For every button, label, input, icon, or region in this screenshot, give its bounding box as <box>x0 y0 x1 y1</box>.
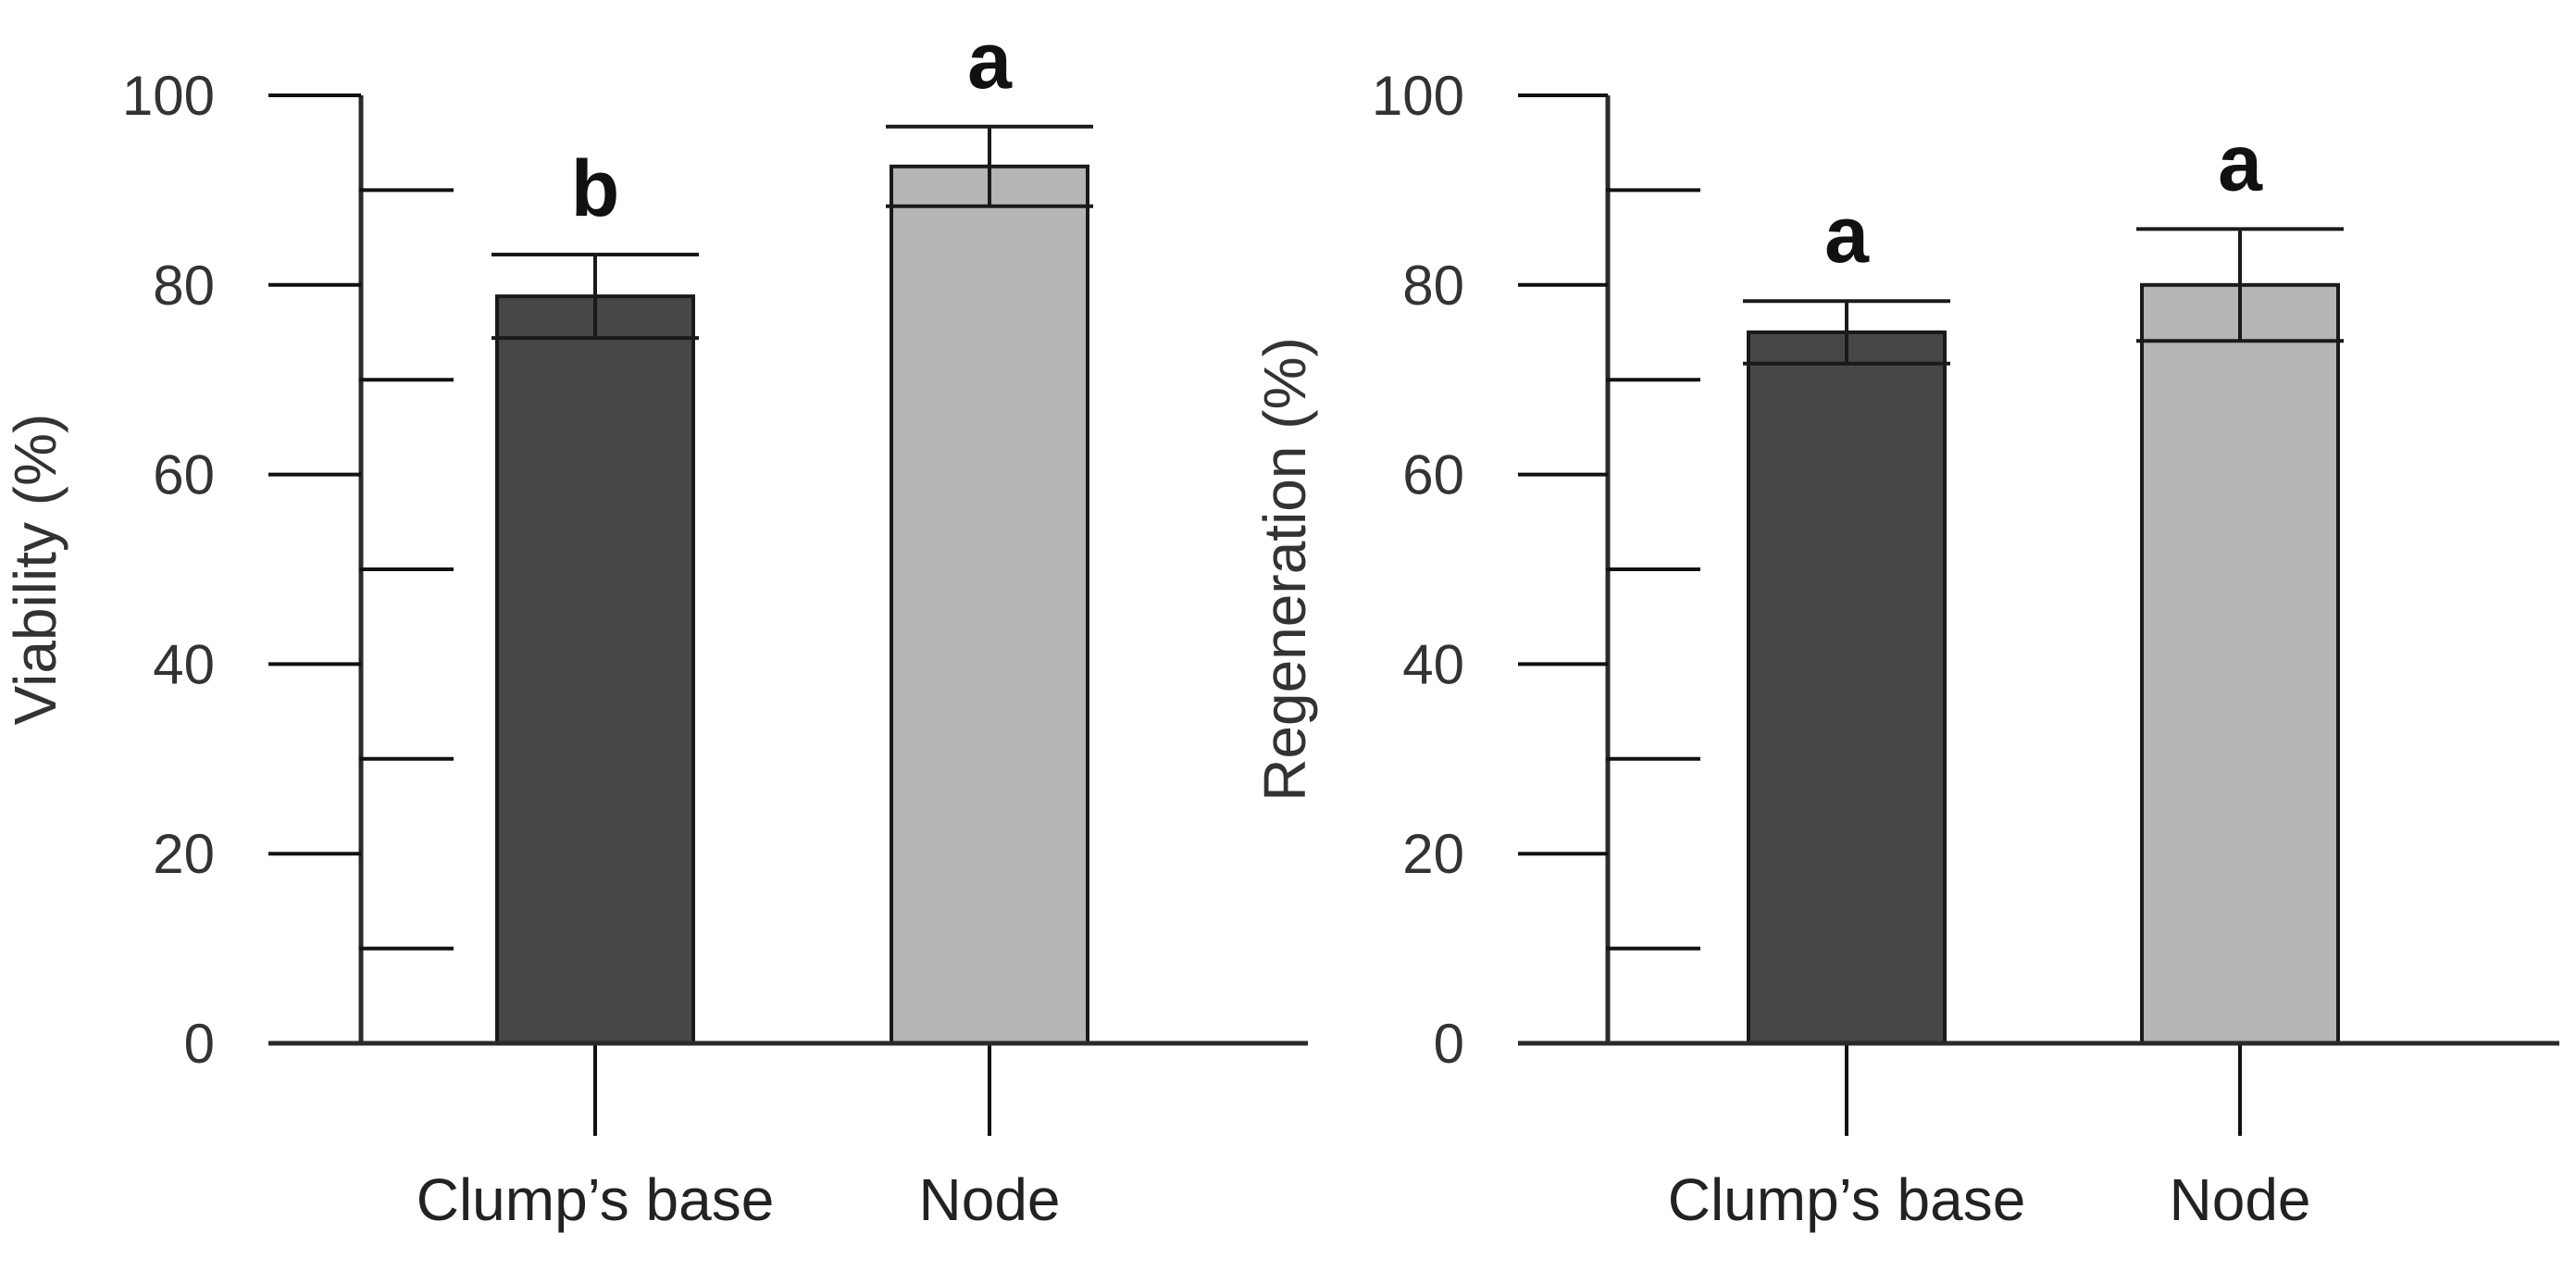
y-axis-title: Regeneration (%) <box>1251 337 1318 802</box>
category-label: Node <box>2170 1166 2311 1233</box>
y-axis-title: Viability (%) <box>2 414 68 726</box>
significance-label: a <box>967 17 1013 106</box>
y-tick-label: 60 <box>1402 444 1464 506</box>
category-label: Clump’s base <box>1668 1166 2026 1233</box>
y-tick-label: 80 <box>153 255 215 317</box>
significance-label: a <box>1824 191 1870 280</box>
y-tick-label: 60 <box>153 444 215 506</box>
significance-label: a <box>2218 118 2263 207</box>
y-tick-label: 20 <box>1402 823 1464 885</box>
y-tick-label: 100 <box>1372 65 1464 127</box>
y-tick-label: 40 <box>1402 633 1464 695</box>
y-tick-label: 20 <box>153 823 215 885</box>
bar-1 <box>890 164 1089 1046</box>
viability-chart: Clump’s base b Node a 0 20 40 60 80 100 Viability … <box>2 17 1308 1233</box>
significance-label: b <box>571 144 620 233</box>
bar-0 <box>1747 330 1947 1045</box>
y-tick-label: 40 <box>153 633 215 695</box>
y-tick-label: 0 <box>1434 1013 1464 1075</box>
bar-0 <box>495 294 695 1045</box>
y-tick-label: 100 <box>122 65 215 127</box>
category-label: Node <box>919 1166 1061 1233</box>
regeneration-chart: Clump’s base a Node a 0 20 40 60 80 100 Regenerati… <box>1251 65 2559 1233</box>
bar-1 <box>2140 282 2340 1045</box>
y-tick-label: 0 <box>184 1013 215 1075</box>
y-tick-label: 80 <box>1402 255 1464 317</box>
category-label: Clump’s base <box>417 1166 775 1233</box>
